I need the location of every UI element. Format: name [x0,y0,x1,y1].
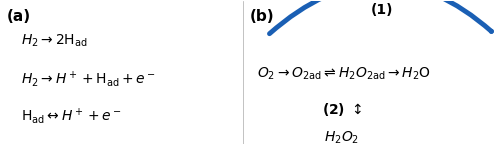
Text: (a): (a) [6,9,30,24]
Text: $\mathit{H}_2 \rightarrow \mathit{H}^+ + \mathrm{H}_{\mathrm{ad}} + \mathit{e}^-: $\mathit{H}_2 \rightarrow \mathit{H}^+ +… [22,70,156,89]
FancyArrowPatch shape [270,0,492,34]
Text: (1): (1) [370,3,393,17]
Text: (b): (b) [250,9,274,24]
Text: $\mathit{H}_2 \rightarrow 2\mathrm{H}_{\mathrm{ad}}$: $\mathit{H}_2 \rightarrow 2\mathrm{H}_{\… [22,33,88,49]
Text: $\mathit{H}_2\mathit{O}_2$: $\mathit{H}_2\mathit{O}_2$ [324,129,360,146]
Text: (2) $\updownarrow$: (2) $\updownarrow$ [322,101,362,118]
Text: $\mathit{O}_2 \rightarrow \mathit{O}_{\mathrm{2ad}} \rightleftharpoons \mathit{H: $\mathit{O}_2 \rightarrow \mathit{O}_{\m… [258,65,432,82]
Text: $\mathrm{H}_{\mathrm{ad}} \leftrightarrow \mathit{H}^+ + \mathit{e}^-$: $\mathrm{H}_{\mathrm{ad}} \leftrightarro… [22,107,122,126]
